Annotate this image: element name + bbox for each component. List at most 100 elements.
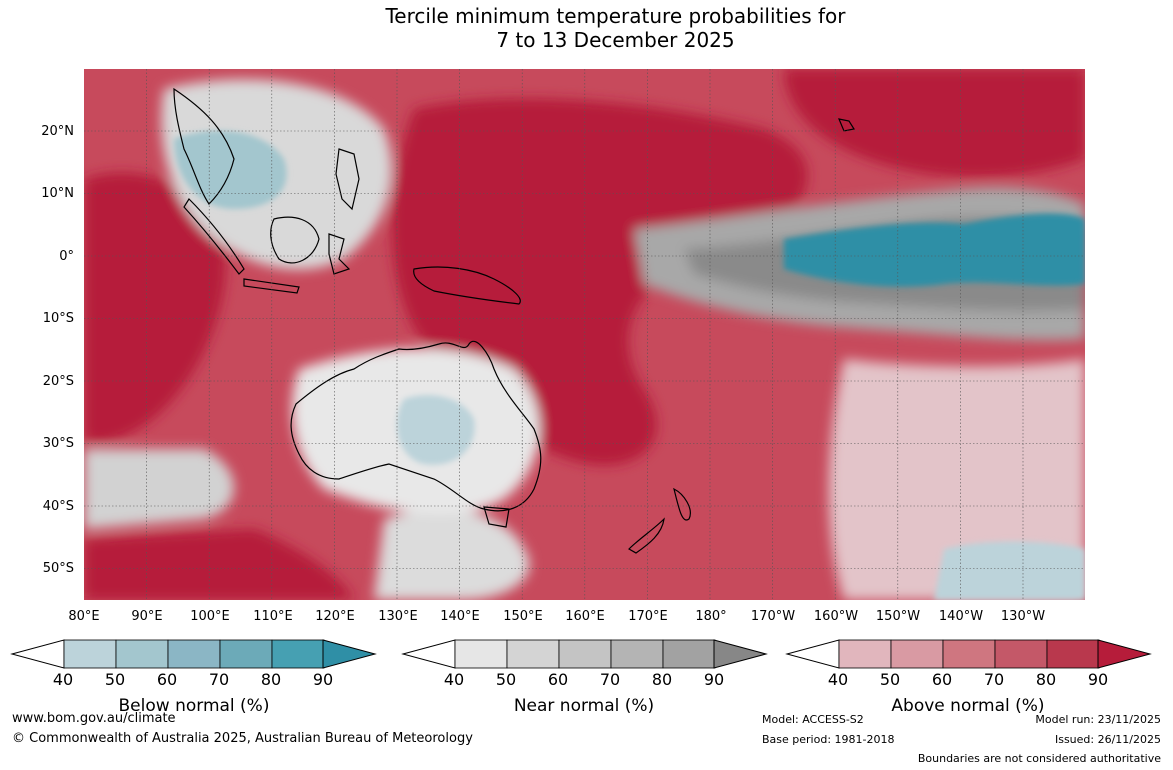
borneo-coastline (270, 216, 320, 264)
lon-label: 170°E (628, 609, 668, 624)
tasmania-coastline (483, 506, 510, 528)
deep-red-region-southwest (84, 529, 354, 600)
map-title: Tercile minimum temperature probabilitie… (0, 4, 1173, 52)
title-line-1: Tercile minimum temperature probabilitie… (385, 4, 846, 28)
colorbar-swatch (454, 639, 508, 669)
sulawesi-coastline (328, 233, 351, 275)
colorbar-swatch (271, 639, 325, 669)
colorbar-low-triangle (401, 639, 456, 669)
colorbar-swatch (890, 639, 944, 669)
title-line-2: 7 to 13 December 2025 (496, 28, 735, 52)
colorbar-swatch (63, 639, 117, 669)
lat-label-30s: 30°S (42, 436, 74, 451)
below-normal-region-australia (396, 395, 475, 465)
legend-tick: 70 (208, 670, 230, 689)
pale-region-east-pacific (829, 359, 1085, 600)
legend-tick: 70 (599, 670, 621, 689)
legend-tick: 60 (156, 670, 178, 689)
below-normal-region-south (934, 541, 1085, 600)
lon-label: 160°W (813, 609, 859, 624)
colorbar-swatch (558, 639, 612, 669)
legend-tick: 90 (703, 670, 725, 689)
graticule (84, 69, 1085, 600)
legend-tick: 50 (495, 670, 517, 689)
colorbar-swatch (994, 639, 1048, 669)
legend-tick: 70 (983, 670, 1005, 689)
australia-coastline (290, 340, 542, 512)
pale-region-southern-ocean (374, 509, 530, 600)
lon-label: 100°E (190, 609, 230, 624)
lat-label-40s: 40°S (42, 499, 74, 514)
lat-label-50s: 50°S (42, 561, 74, 576)
deep-red-region-north-pacific (784, 69, 1085, 178)
new-guinea-coastline (413, 266, 521, 305)
colorbar-swatch (838, 639, 892, 669)
lon-label: 120°E (315, 609, 355, 624)
lon-label: 130°W (1000, 609, 1046, 624)
lat-label-0: 0° (59, 249, 74, 264)
lon-label: 90°E (131, 609, 163, 624)
colorbar-swatch (610, 639, 664, 669)
lon-label: 150°W (875, 609, 921, 624)
philippines-coastline (335, 148, 360, 211)
lat-label-20s: 20°S (42, 374, 74, 389)
footer-base-period: Base period: 1981-2018 (762, 733, 895, 746)
lon-label: 80°E (68, 609, 100, 624)
indochina-coastline (173, 87, 235, 205)
colorbar-swatch (662, 639, 716, 669)
colorbar-low-triangle (785, 639, 840, 669)
lat-label-10s: 10°S (42, 311, 74, 326)
coastlines (173, 87, 855, 554)
pale-region-west (84, 449, 234, 529)
lat-label-10n: 10°N (41, 186, 74, 201)
legend-above-normal-colorbar (785, 639, 1152, 669)
legend-tick: 60 (547, 670, 569, 689)
colorbar-swatch (942, 639, 996, 669)
legend-tick: 50 (879, 670, 901, 689)
probability-map (84, 69, 1085, 600)
legend-tick: 80 (651, 670, 673, 689)
lon-label: 140°W (938, 609, 984, 624)
legend-tick: 40 (52, 670, 74, 689)
hawaii-coastline (838, 118, 855, 132)
sumatra-coastline (183, 198, 245, 275)
legend-tick: 50 (104, 670, 126, 689)
legend-tick: 40 (443, 670, 465, 689)
lon-label: 180° (695, 609, 727, 624)
legend-title-above-normal: Above normal (%) (891, 696, 1045, 716)
colorbar-swatch (506, 639, 560, 669)
lon-label: 160°E (565, 609, 605, 624)
legend-below-normal-colorbar (10, 639, 377, 669)
legend-near-normal-colorbar (401, 639, 768, 669)
footer-copyright: © Commonwealth of Australia 2025, Austra… (12, 731, 473, 746)
colorbar-swatch (115, 639, 169, 669)
legend-title-below-normal: Below normal (%) (118, 696, 270, 716)
legend-tick: 40 (827, 670, 849, 689)
legend-tick: 90 (1087, 670, 1109, 689)
lon-label: 170°W (750, 609, 796, 624)
legend-tick: 90 (312, 670, 334, 689)
footer-issued: Issued: 26/11/2025 (1054, 733, 1161, 746)
colorbar-high-triangle (322, 639, 377, 669)
colorbar-swatch (167, 639, 221, 669)
legend-tick: 80 (260, 670, 282, 689)
lon-label: 110°E (253, 609, 293, 624)
footer-website: www.bom.gov.au/climate (12, 711, 176, 726)
lon-label: 150°E (503, 609, 543, 624)
footer-model-run: Model run: 23/11/2025 (1035, 713, 1161, 726)
legend-tick: 60 (931, 670, 953, 689)
lon-label: 140°E (440, 609, 480, 624)
colorbar-high-triangle (1097, 639, 1152, 669)
colorbar-swatch (1046, 639, 1100, 669)
below-normal-region-pacific (784, 213, 1085, 287)
colorbar-low-triangle (10, 639, 65, 669)
footer-model: Model: ACCESS-S2 (762, 713, 864, 726)
legend-title-near-normal: Near normal (%) (513, 696, 655, 716)
java-coastline (243, 278, 300, 294)
colorbar-swatch (219, 639, 273, 669)
footer-disclaimer: Boundaries are not considered authoritat… (917, 752, 1161, 765)
legend-tick: 80 (1035, 670, 1057, 689)
lon-label: 130°E (378, 609, 418, 624)
deep-red-region-indian-ocean (84, 172, 226, 443)
new-zealand-coastline (628, 487, 691, 554)
